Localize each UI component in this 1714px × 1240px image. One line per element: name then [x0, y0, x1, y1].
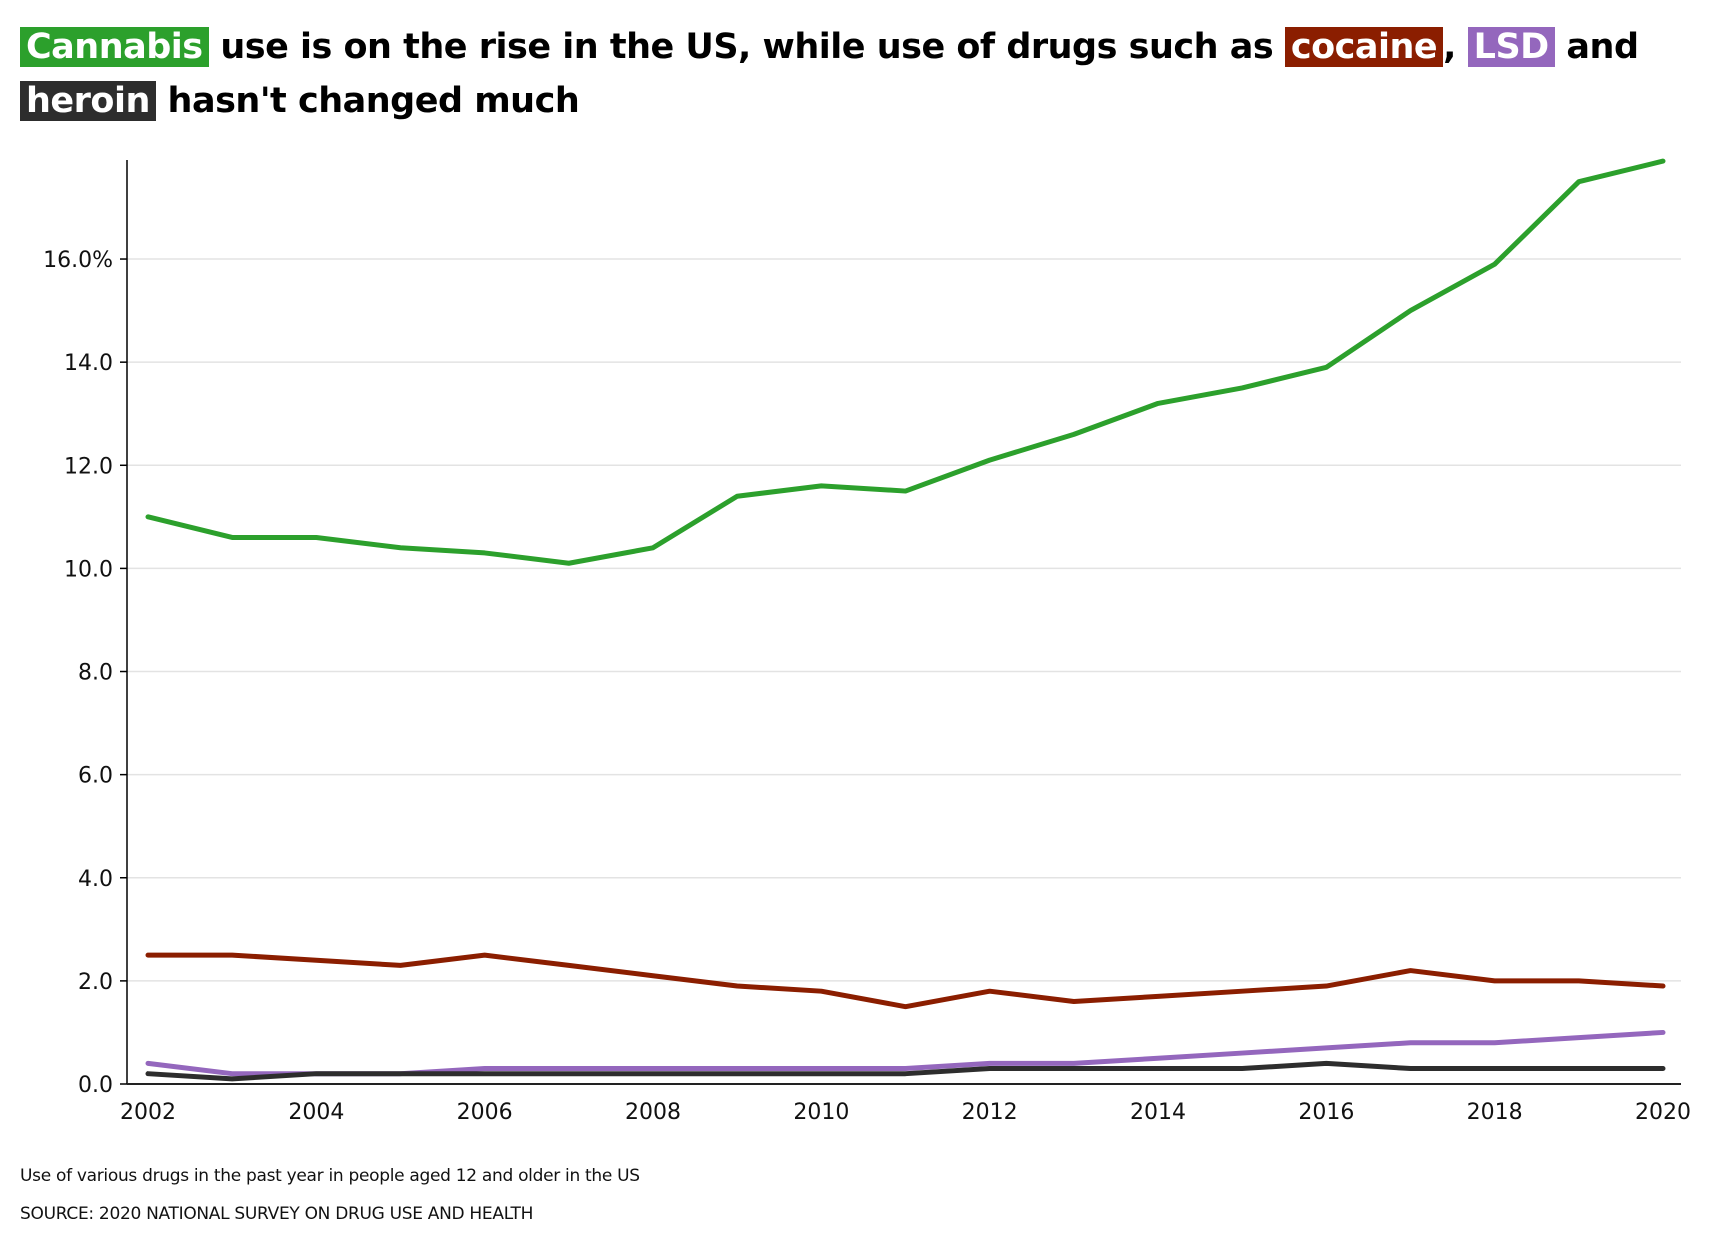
x-tick-label: 2008	[625, 1100, 681, 1125]
y-tick-label: 8.0	[78, 661, 113, 686]
title-text: and	[1554, 27, 1639, 67]
x-tick-label: 2018	[1467, 1100, 1523, 1125]
x-tick-label: 2002	[120, 1100, 176, 1125]
series-line-heroin	[145, 1060, 1666, 1082]
y-tick-label: 10.0	[64, 557, 113, 582]
x-tick-label: 2010	[793, 1100, 849, 1125]
title-text: ,	[1443, 27, 1468, 67]
series-line-cannabis	[145, 158, 1666, 566]
title-highlight: LSD	[1467, 27, 1555, 67]
y-tick-label: 16.0%	[43, 248, 113, 273]
y-tick-label: 6.0	[78, 764, 113, 789]
title-highlight: cocaine	[1284, 27, 1444, 67]
x-tick-label: 2006	[457, 1100, 513, 1125]
y-tick-label: 2.0	[78, 970, 113, 995]
x-tick-label: 2014	[1130, 1100, 1186, 1125]
x-tick-label: 2016	[1298, 1100, 1354, 1125]
y-tick-label: 4.0	[78, 867, 113, 892]
chart-source: SOURCE: 2020 NATIONAL SURVEY ON DRUG USE…	[20, 1204, 534, 1224]
chart-title: Cannabis use is on the rise in the US, w…	[20, 20, 1700, 128]
x-tick-label: 2012	[962, 1100, 1018, 1125]
x-tick-label: 2004	[288, 1100, 344, 1125]
y-tick-label: 14.0	[64, 351, 113, 376]
chart-subtitle: Use of various drugs in the past year in…	[20, 1166, 640, 1186]
title-highlight: heroin	[20, 81, 156, 121]
y-tick-label: 12.0	[64, 454, 113, 479]
y-tick-label: 0.0	[78, 1073, 113, 1098]
title-highlight: Cannabis	[20, 27, 209, 67]
series-line-cocaine	[145, 952, 1666, 1010]
title-text: use is on the rise in the US, while use …	[208, 27, 1285, 67]
x-tick-label: 2020	[1635, 1100, 1691, 1125]
title-text: hasn't changed much	[155, 81, 580, 121]
